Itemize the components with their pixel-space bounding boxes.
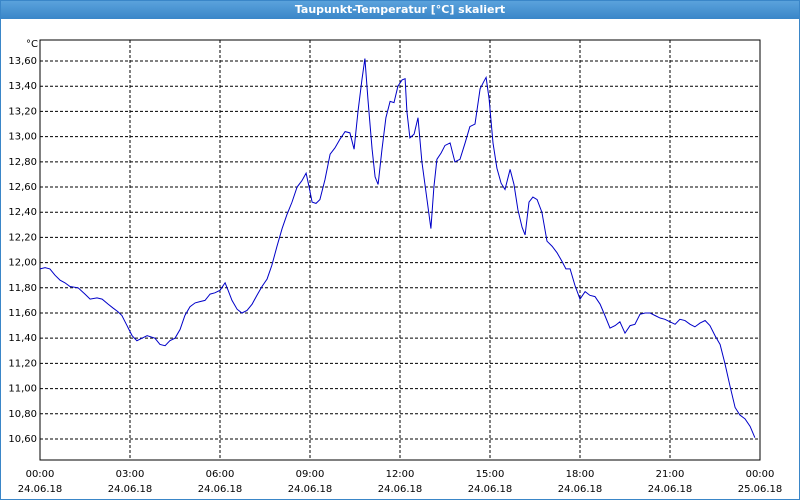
x-tick-label: 03:00: [116, 469, 145, 480]
y-tick-label: 12,60: [8, 182, 37, 193]
x-tick-label: 09:00: [296, 469, 325, 480]
x-tick-date: 24.06.18: [378, 484, 423, 495]
x-tick-label: 00:00: [26, 469, 55, 480]
y-tick-label: 12,40: [8, 207, 37, 218]
data-line: [39, 58, 756, 438]
y-tick-label: 11,40: [8, 333, 37, 344]
x-tick-date: 24.06.18: [18, 484, 63, 495]
y-tick-label: 10,80: [8, 409, 37, 420]
x-tick-date: 24.06.18: [648, 484, 693, 495]
y-tick-label: 12,80: [8, 157, 37, 168]
y-tick-label: 13,40: [8, 81, 37, 92]
x-tick-date: 24.06.18: [198, 484, 243, 495]
x-tick-date: 25.06.18: [738, 484, 783, 495]
y-tick-label: 12,20: [8, 232, 37, 243]
y-tick-label: 11,00: [8, 384, 37, 395]
y-tick-label: 13,20: [8, 106, 37, 117]
x-tick-label: 15:00: [476, 469, 505, 480]
plot-border: [39, 39, 761, 461]
x-tick-date: 24.06.18: [468, 484, 513, 495]
x-tick-label: 21:00: [656, 469, 685, 480]
x-tick-date: 24.06.18: [108, 484, 153, 495]
y-tick-label: 12,00: [8, 258, 37, 269]
x-tick-label: 00:00: [746, 469, 775, 480]
x-tick-date: 24.06.18: [288, 484, 333, 495]
y-tick-label: 13,00: [8, 132, 37, 143]
x-tick-label: 18:00: [566, 469, 595, 480]
x-tick-label: 06:00: [206, 469, 235, 480]
y-tick-label: 10,60: [8, 434, 37, 445]
y-tick-label: 11,80: [8, 283, 37, 294]
title-bar: Taupunkt-Temperatur [°C] skaliert: [1, 1, 799, 19]
x-tick-date: 24.06.18: [558, 484, 603, 495]
y-tick-label: 11,60: [8, 308, 37, 319]
y-tick-label: 11,20: [8, 358, 37, 369]
x-tick-label: 12:00: [386, 469, 415, 480]
y-unit: °C: [26, 39, 38, 50]
y-tick-label: 13,60: [8, 56, 37, 67]
